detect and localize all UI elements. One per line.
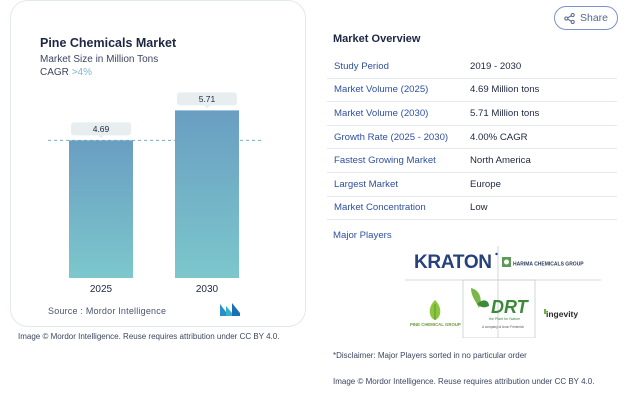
row-value: 4.00% CAGR [470, 131, 528, 143]
value-label-pointer [204, 105, 210, 109]
overview-table: Study Period 2019 - 2030 Market Volume (… [327, 55, 617, 221]
major-players-label: Major Players [333, 230, 392, 241]
row-label: Market Volume (2030) [334, 107, 429, 119]
overview-row-fastest-growing: Fastest Growing Market North America [327, 149, 617, 173]
value-label: 4.69 [93, 124, 110, 134]
overview-row-study-period: Study Period 2019 - 2030 [327, 55, 617, 79]
value-label-bg [177, 92, 237, 106]
share-label: Share [579, 12, 609, 24]
drt-logo: DRT the Plant for Nature A company of Ax… [471, 288, 530, 329]
row-label: Largest Market [334, 178, 398, 190]
overview-row-growth-rate: Growth Rate (2025 - 2030) 4.00% CAGR [327, 126, 617, 150]
disclaimer: *Disclaimer: Major Players sorted in no … [333, 351, 527, 360]
row-label: Study Period [334, 60, 389, 72]
row-label: Growth Rate (2025 - 2030) [334, 131, 449, 143]
row-value: Low [470, 202, 488, 214]
drt-tagline: the Plant for Nature [489, 317, 520, 321]
row-value: 2019 - 2030 [470, 60, 522, 72]
harima-logo: HARIMA CHEMICALS GROUP [502, 257, 584, 268]
overview-row-volume-2025: Market Volume (2025) 4.69 Million tons [327, 79, 617, 103]
row-value: North America [470, 155, 531, 167]
category-label: 2025 [90, 284, 113, 295]
ingevity-logo: ingevity [544, 309, 578, 319]
overview-attribution: Image © Mordor Intelligence. Reuse requi… [333, 377, 595, 386]
pine-chemical-logo: PINE CHEMICAL GROUP [410, 300, 461, 327]
overview-title: Market Overview [333, 33, 421, 45]
chart-attribution: Image © Mordor Intelligence. Reuse requi… [18, 332, 280, 341]
overview-row-largest-market: Largest Market Europe [327, 173, 617, 197]
cagr-value: >4% [71, 67, 92, 78]
value-label-bg [71, 122, 131, 136]
row-value: 5.71 Million tons [470, 107, 540, 119]
drt-subtitle: A company of Axon Firmenich [482, 325, 524, 329]
harima-text: HARIMA CHEMICALS GROUP [513, 262, 584, 268]
bar-2025 [69, 140, 133, 278]
bar-chart: 4.69 2025 5.71 2030 [48, 92, 262, 295]
share-button[interactable]: Share [554, 6, 618, 30]
row-value: 4.69 Million tons [470, 84, 540, 96]
pine-text: PINE CHEMICAL GROUP [410, 322, 461, 327]
chart-subtitle: Market Size in Million Tons [40, 54, 159, 65]
chart-cagr: CAGR >4% [40, 67, 92, 78]
chart-title: Pine Chemicals Market [40, 36, 177, 50]
drt-text: DRT [491, 297, 530, 317]
row-label: Fastest Growing Market [334, 155, 436, 167]
share-icon [564, 12, 575, 24]
logo-frame [462, 279, 536, 338]
category-label: 2030 [196, 284, 219, 295]
mordor-logo-icon [220, 303, 240, 316]
ingevity-text: ingevity [546, 309, 578, 319]
overview-row-concentration: Market Concentration Low [327, 197, 617, 221]
kraton-mark-icon [495, 252, 498, 256]
cagr-label: CAGR [40, 67, 69, 78]
value-label: 5.71 [199, 94, 216, 104]
row-label: Market Volume (2025) [334, 84, 429, 96]
row-value: Europe [470, 178, 501, 190]
ingevity-mark-icon [544, 309, 547, 314]
kraton-logo: KRATON [414, 252, 492, 273]
chart-card [10, 0, 306, 327]
value-label-pointer [98, 135, 104, 139]
row-label: Market Concentration [334, 202, 426, 214]
major-players-logos: KRATON HARIMA CHEMICALS GROUP PINE CHEMI… [405, 246, 601, 338]
chart-source: Source : Mordor Intelligence [48, 306, 167, 316]
overview-row-volume-2030: Market Volume (2030) 5.71 Million tons [327, 102, 617, 126]
bar-2030 [175, 110, 239, 278]
